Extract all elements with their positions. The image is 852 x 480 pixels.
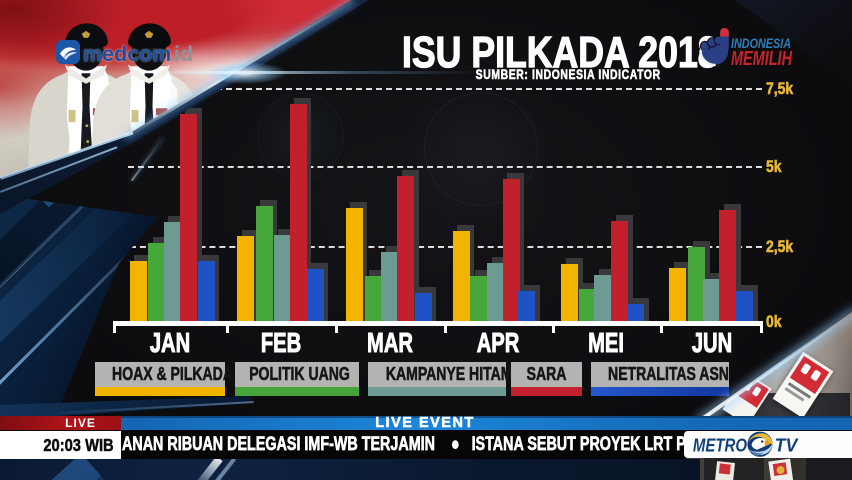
- svg-text:medcom: medcom: [83, 42, 171, 66]
- svg-text:INDONESIA: INDONESIA: [731, 36, 791, 51]
- svg-text:MEMILIH: MEMILIH: [731, 48, 792, 68]
- svg-text:METRO: METRO: [693, 435, 747, 456]
- svg-text:TV: TV: [775, 435, 800, 455]
